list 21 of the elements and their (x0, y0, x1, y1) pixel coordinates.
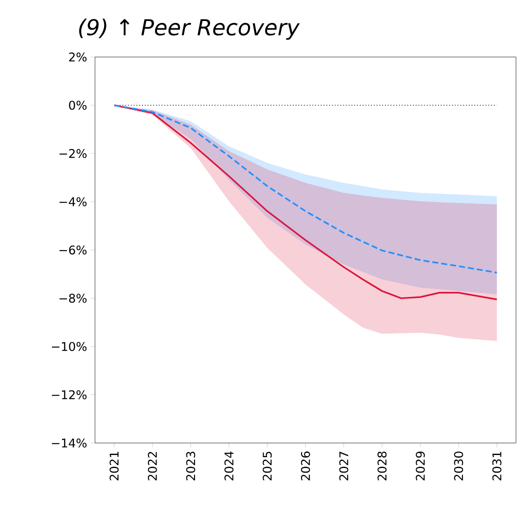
y-tick-label: −4% (60, 197, 87, 206)
y-tick-label: −6% (60, 245, 87, 255)
chart-title: (9) ↑ Peer Recovery (79, 18, 300, 40)
x-tick-label: 2026 (300, 452, 310, 480)
y-tick-label: 0% (69, 100, 87, 110)
y-tick-label: −2% (60, 148, 87, 158)
x-tick-label: 2031 (492, 452, 502, 480)
y-tick-label: −14% (52, 438, 87, 448)
y-tick-label: −8% (60, 294, 87, 303)
x-tick-label: 2027 (339, 452, 348, 480)
x-tick-label: 2028 (378, 452, 387, 480)
y-tick-label: −10% (52, 342, 87, 352)
x-tick-label: 2022 (148, 452, 157, 480)
y-tick-label: 2% (69, 52, 87, 62)
x-tick-label: 2024 (224, 451, 234, 480)
x-tick-label: 2030 (454, 452, 464, 480)
x-tick-label: 2029 (416, 452, 425, 480)
x-tick-label: 2025 (262, 452, 272, 480)
x-tick-label: 2021 (110, 452, 119, 480)
x-tick-label: 2023 (186, 452, 196, 480)
y-tick-label: −12% (52, 390, 87, 400)
